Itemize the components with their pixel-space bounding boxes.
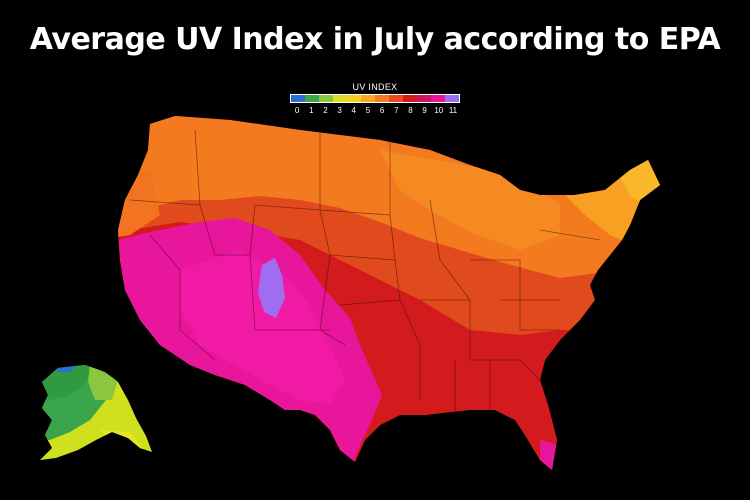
legend-swatch <box>431 95 445 102</box>
legend-swatch <box>403 95 417 102</box>
legend-swatch <box>291 95 305 102</box>
legend-tick: 8 <box>408 106 413 115</box>
legend-tick: 2 <box>323 106 328 115</box>
legend-tick: 11 <box>448 106 458 115</box>
legend-tick: 5 <box>365 106 371 115</box>
legend-ticks: 0 1 2 3 4 5 6 7 8 9 10 11 <box>290 106 460 115</box>
legend-swatch <box>375 95 389 102</box>
legend-title: UV INDEX <box>352 82 398 92</box>
legend-swatch <box>347 95 361 102</box>
legend-color-bar <box>290 94 460 103</box>
legend-tick: 10 <box>434 106 444 115</box>
legend-swatch <box>305 95 319 102</box>
legend-swatch <box>445 95 459 102</box>
legend-swatch <box>417 95 431 102</box>
uv-legend: UV INDEX 0 1 2 3 4 5 6 7 8 9 10 11 <box>290 82 460 115</box>
legend-tick: 3 <box>337 106 342 115</box>
legend-tick: 6 <box>379 106 385 115</box>
legend-swatch <box>333 95 347 102</box>
legend-swatch <box>389 95 403 102</box>
legend-swatch <box>361 95 375 102</box>
legend-tick: 0 <box>294 106 300 115</box>
legend-tick: 9 <box>422 106 427 115</box>
alaska <box>40 365 152 460</box>
contiguous-us <box>118 116 660 470</box>
page-title: Average UV Index in July according to EP… <box>29 22 721 57</box>
legend-tick: 4 <box>351 106 356 115</box>
legend-tick: 7 <box>394 106 399 115</box>
legend-swatch <box>319 95 333 102</box>
legend-tick: 1 <box>309 106 314 115</box>
